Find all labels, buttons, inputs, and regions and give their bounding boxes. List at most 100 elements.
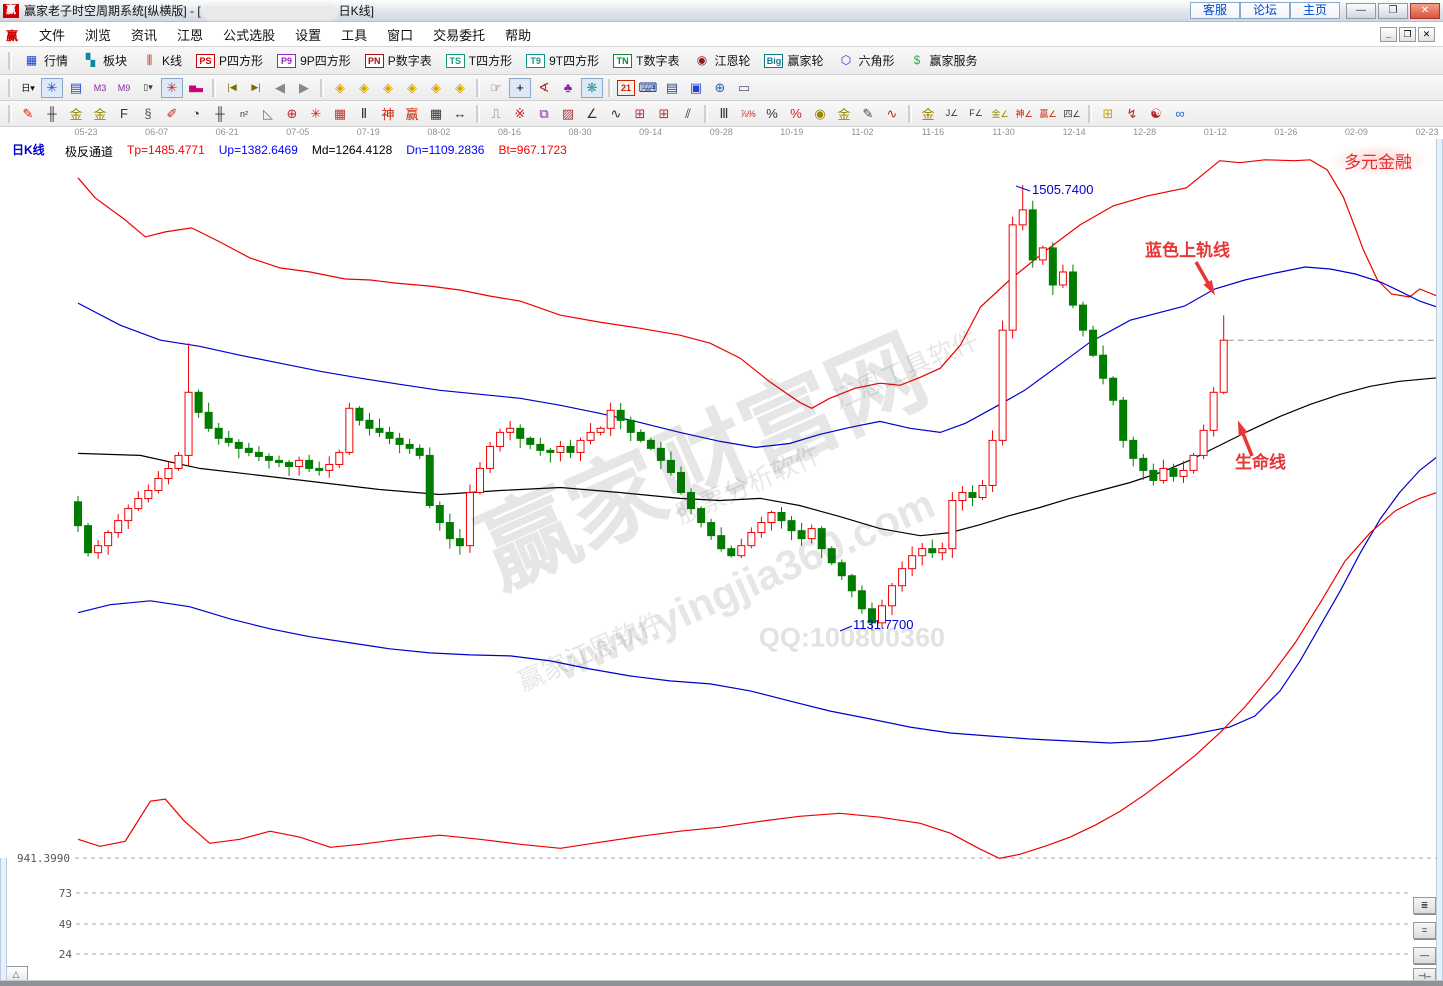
tool-winner-wheel[interactable]: Big 赢家轮 bbox=[757, 49, 830, 72]
tool-web-doc-tool[interactable]: ⊕ bbox=[714, 79, 726, 95]
forum-button[interactable]: 论坛 bbox=[1239, 2, 1290, 19]
tool-gold-ruler-1[interactable]: 金 bbox=[69, 107, 83, 122]
tool-period-day-dropdown[interactable]: 日▾ bbox=[21, 83, 35, 93]
tool-shen-tool[interactable]: 神 bbox=[381, 107, 395, 122]
tool-grid-red-1[interactable]: ⊞ bbox=[634, 105, 646, 121]
tool-sectors[interactable]: ▚ 板块 bbox=[75, 49, 134, 72]
tool-brain-tool[interactable]: ❋ bbox=[581, 77, 603, 98]
menu-browse[interactable]: 浏览 bbox=[85, 27, 112, 43]
tool-nav-prev[interactable]: ◀ bbox=[275, 79, 285, 95]
tool-9p-square[interactable]: P9 9P四方形 bbox=[270, 49, 358, 72]
tool-diamond-plus[interactable]: ◈ bbox=[455, 79, 465, 95]
tool-yinyang[interactable]: ☯ bbox=[1150, 105, 1162, 121]
tool-bar-pair[interactable]: Ⅱ bbox=[360, 105, 368, 121]
tool-gann-target[interactable]: ⊕ bbox=[286, 105, 298, 121]
tool-circle-ruler[interactable]: ◔ bbox=[192, 106, 200, 121]
tool-p-square[interactable]: PS P四方形 bbox=[189, 49, 270, 72]
tool-print-tool[interactable]: ▭ bbox=[737, 79, 751, 95]
tool-diamond-star[interactable]: ◈ bbox=[431, 79, 441, 95]
tool-calculator-tool[interactable]: ⌨ bbox=[638, 79, 658, 95]
tool-angle-lines[interactable]: ∠ bbox=[586, 105, 598, 121]
pane-size-large-button[interactable]: ≣ bbox=[1413, 897, 1436, 914]
menu-trade-entrust[interactable]: 交易委托 bbox=[433, 27, 486, 43]
tool-nav-last[interactable]: ▶| bbox=[251, 82, 261, 92]
tool-ying-tool[interactable]: 赢 bbox=[405, 107, 419, 122]
tool-parallel-lines[interactable]: ⫽ bbox=[685, 105, 691, 121]
toolbar-grip[interactable] bbox=[8, 104, 12, 123]
tool-pattern-blue[interactable]: ✳ bbox=[41, 77, 63, 98]
tool-info-doc[interactable]: ▤ bbox=[69, 79, 83, 95]
tool-diamond-hmove[interactable]: ◈ bbox=[383, 79, 393, 95]
menu-settings[interactable]: 设置 bbox=[295, 27, 322, 43]
tool-shen-angle[interactable]: 神∠ bbox=[1015, 109, 1033, 119]
tool-rays-red[interactable]: ※ bbox=[514, 105, 526, 121]
tool-marker-pen[interactable]: ✎ bbox=[862, 105, 874, 121]
tool-t-number-table[interactable]: TN T数字表 bbox=[606, 49, 686, 72]
restore-button[interactable]: ❐ bbox=[1378, 3, 1408, 19]
menu-file[interactable]: 文件 bbox=[39, 27, 66, 43]
tool-span-arrows[interactable]: ↔ bbox=[453, 106, 467, 121]
tool-angle-tool[interactable]: ∢ bbox=[538, 79, 550, 95]
tool-percent-7[interactable]: ⅞% bbox=[740, 108, 756, 119]
tool-note-tool[interactable]: ▤ bbox=[665, 79, 679, 95]
menu-news[interactable]: 资讯 bbox=[131, 27, 158, 43]
tool-9t-square[interactable]: T9 9T四方形 bbox=[519, 49, 606, 72]
tool-wave-9[interactable]: M9 bbox=[117, 82, 131, 93]
menu-help[interactable]: 帮助 bbox=[505, 27, 532, 43]
homepage-button[interactable]: 主页 bbox=[1289, 2, 1340, 19]
tool-gold-line[interactable]: 金 bbox=[837, 107, 851, 122]
kline-chart-canvas[interactable] bbox=[0, 139, 1443, 986]
menu-window[interactable]: 窗口 bbox=[387, 27, 414, 43]
tool-wave-red[interactable]: ∿ bbox=[886, 105, 898, 121]
tool-gann-star[interactable]: ✳ bbox=[310, 105, 322, 121]
tool-box-tool[interactable]: ⎍ bbox=[491, 105, 501, 121]
tool-grid-yellow[interactable]: ⊞ bbox=[1102, 105, 1114, 121]
tool-crosshair-tool[interactable]: + bbox=[509, 77, 531, 98]
tool-save-tool[interactable]: ▣ bbox=[689, 79, 703, 95]
tool-diamond-right[interactable]: ◈ bbox=[359, 79, 369, 95]
tool-f-ruler[interactable]: F bbox=[120, 106, 128, 121]
tool-diamond-left[interactable]: ◈ bbox=[335, 79, 345, 95]
close-button[interactable]: ✕ bbox=[1410, 3, 1440, 19]
tool-percent-ruler[interactable]: Ⅲ bbox=[719, 105, 729, 121]
tool-spiral-ruler[interactable]: § bbox=[144, 106, 152, 121]
tool-rays-box[interactable]: ▨ bbox=[561, 105, 575, 121]
tool-gann-grid[interactable]: ▦ bbox=[333, 105, 347, 121]
tool-grid-123[interactable]: ▦ bbox=[429, 105, 443, 121]
child-restore-button[interactable]: ❐ bbox=[1399, 26, 1416, 42]
tool-candle-style-dropdown[interactable]: ▯▾ bbox=[143, 82, 153, 92]
tool-infinity[interactable]: ∞ bbox=[1175, 106, 1185, 121]
tool-ruler-grid[interactable]: ╫ bbox=[47, 106, 57, 121]
tool-triangle-ruler[interactable]: ◺ bbox=[263, 105, 273, 121]
tool-hexagon[interactable]: ⬡ 六角形 bbox=[831, 49, 902, 72]
sector-tag[interactable]: 多元金融 bbox=[1330, 145, 1426, 176]
menu-formula-stock-pick[interactable]: 公式选股 bbox=[223, 27, 276, 43]
tool-tree-tool[interactable]: ♣ bbox=[563, 80, 573, 95]
tool-si-angle[interactable]: 四∠ bbox=[1063, 109, 1081, 119]
tool-j-angle[interactable]: J∠ bbox=[945, 108, 959, 118]
tool-ying-angle[interactable]: 赢∠ bbox=[1039, 109, 1057, 119]
tool-n2-ruler[interactable]: n² bbox=[239, 108, 248, 119]
toolbar-grip[interactable] bbox=[8, 78, 12, 97]
tool-rays-purple[interactable]: ⧉ bbox=[539, 105, 549, 121]
tool-hand-tool[interactable]: ☞ bbox=[490, 79, 502, 95]
tool-gold-ruler-2[interactable]: 金 bbox=[93, 107, 107, 122]
menu-tools[interactable]: 工具 bbox=[341, 27, 368, 43]
tool-nav-first[interactable]: |◀ bbox=[227, 82, 237, 92]
menu-gann[interactable]: 江恩 bbox=[177, 27, 204, 43]
tool-nav-next[interactable]: ▶ bbox=[299, 79, 309, 95]
minimize-button[interactable]: — bbox=[1346, 3, 1376, 19]
tool-quotes[interactable]: ▦ 行情 bbox=[16, 49, 75, 72]
tool-gold-angle[interactable]: 金∠ bbox=[991, 109, 1009, 119]
tool-calendar-tool[interactable]: 21 bbox=[617, 79, 635, 96]
toolbar-grip[interactable] bbox=[8, 51, 12, 70]
tool-zigzag-line[interactable]: ∿ bbox=[610, 105, 622, 121]
tool-f-angle[interactable]: F∠ bbox=[969, 108, 983, 118]
tool-pattern-red[interactable]: ✳ bbox=[161, 77, 183, 98]
tool-percent-line[interactable]: % bbox=[790, 106, 802, 121]
tool-diamond-cross[interactable]: ◈ bbox=[407, 79, 417, 95]
child-minimize-button[interactable]: _ bbox=[1380, 26, 1397, 42]
tool-p-number-table[interactable]: PN P数字表 bbox=[358, 49, 439, 72]
tool-trend-chart[interactable]: ↯ bbox=[1126, 105, 1138, 121]
tool-gold-circle[interactable]: ◉ bbox=[814, 105, 826, 121]
